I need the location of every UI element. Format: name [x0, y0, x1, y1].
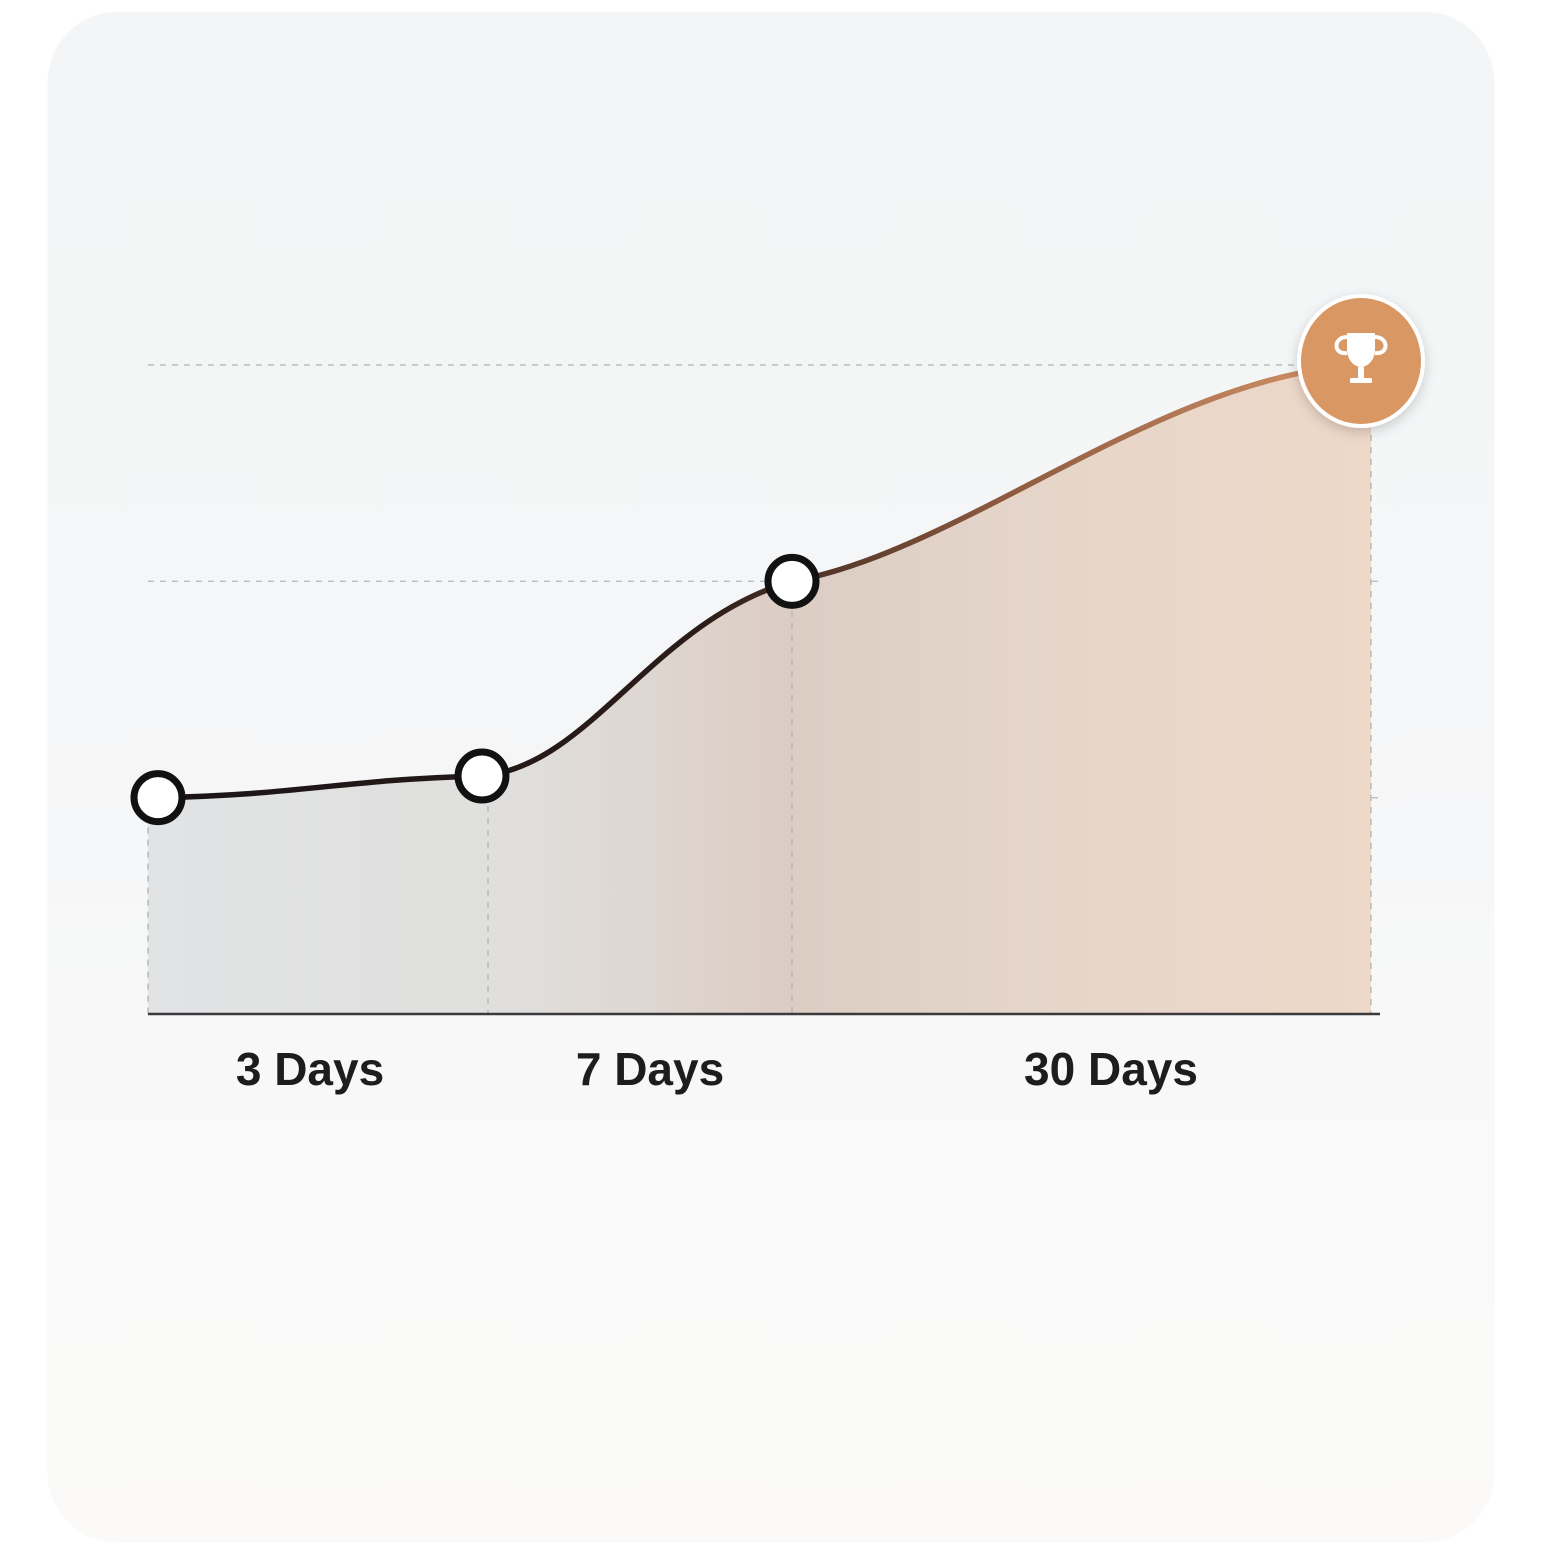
x-tick-labels: 3 Days 7 Days 30 Days: [236, 1043, 1198, 1095]
milestone-points: [130, 553, 820, 826]
x-tick-label: 30 Days: [1024, 1043, 1198, 1095]
x-tick-label: 7 Days: [576, 1043, 724, 1095]
milestone-point: [130, 770, 186, 826]
area-fill: [148, 365, 1371, 1014]
milestone-point: [454, 748, 510, 804]
trophy-icon: [1334, 333, 1388, 383]
x-tick-label: 3 Days: [236, 1043, 384, 1095]
trophy-marker: [1297, 294, 1425, 428]
progress-line: [155, 362, 1364, 801]
segment-dividers: [147, 435, 1372, 1014]
milestone-point: [764, 553, 820, 609]
